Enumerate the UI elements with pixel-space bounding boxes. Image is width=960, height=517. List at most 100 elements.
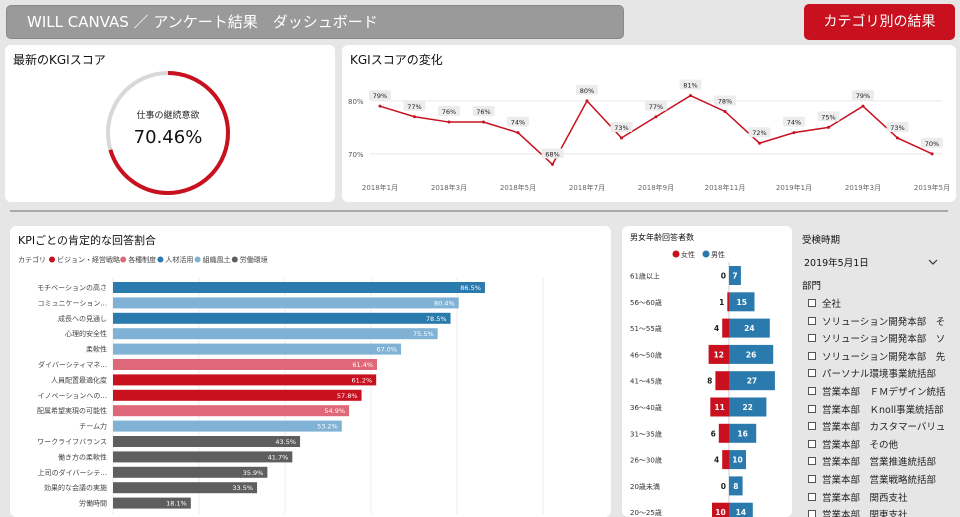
kgi-latest-card: 最新のKGIスコア 仕事の継続意欲 70.46% xyxy=(5,45,335,202)
x-tick-label: 2018年1月 xyxy=(362,183,398,192)
period-select[interactable]: 2019年5月1日 xyxy=(800,252,942,272)
trend-point xyxy=(413,115,416,119)
male-value: 16 xyxy=(737,429,747,438)
legend-label: 組織風土 xyxy=(203,255,231,264)
male-value: 24 xyxy=(744,324,754,333)
data-label-bg xyxy=(610,121,633,132)
data-label: 73% xyxy=(614,124,628,132)
data-label-bg xyxy=(921,137,943,148)
bar-value-label: 78.5% xyxy=(426,315,447,323)
dept-name: 営業本部 営業推進統括部 xyxy=(822,457,937,469)
age-gender-card: 男女年齢回答者数 女性 男性 61歳以上 0 7 56〜60歳 1 15 51〜55歳 4 24 46… xyxy=(622,226,792,517)
category-label: イノベーションへの... xyxy=(37,392,107,400)
dept-checkbox-item[interactable]: ソリューション開発本部 そ xyxy=(808,314,945,328)
age-gender-title: 男女年齢回答者数 xyxy=(630,233,694,242)
dept-checkbox-item[interactable]: 営業本部 カスタマーバリュ xyxy=(808,419,945,433)
female-value: 8 xyxy=(707,377,712,386)
legend-swatch xyxy=(194,256,201,263)
legend-label: 女性 xyxy=(681,250,695,259)
section-divider xyxy=(10,210,948,212)
male-bar xyxy=(729,344,774,364)
bar-value-label: 33.5% xyxy=(232,484,253,492)
checkbox[interactable] xyxy=(808,492,816,501)
female-value: 4 xyxy=(714,456,719,465)
bar-value-label: 18.1% xyxy=(166,500,187,508)
category-label: 成長への見通し xyxy=(58,314,107,323)
bar-value-label: 86.5% xyxy=(460,284,481,292)
x-tick-label: 2019年3月 xyxy=(845,183,881,192)
bar-value-label: 75.5% xyxy=(413,330,434,338)
dept-checkbox-item[interactable]: 営業本部 関西支社 xyxy=(808,490,908,504)
female-value: 10 xyxy=(715,508,725,517)
male-bar xyxy=(729,266,741,285)
age-label: 26〜30歳 xyxy=(630,456,662,465)
dept-checkbox-item[interactable]: パーソナル環境事業統括部 xyxy=(808,366,936,380)
kpi-bar xyxy=(113,297,459,309)
male-value: 26 xyxy=(746,350,756,359)
kpi-bar xyxy=(113,436,301,447)
dept-checkbox-item[interactable]: 営業本部 営業戦略統括部 xyxy=(808,472,936,486)
data-label-bg xyxy=(472,106,495,117)
checkbox[interactable] xyxy=(808,422,816,431)
bar-value-label: 61.2% xyxy=(352,376,373,384)
checkbox[interactable] xyxy=(808,457,816,466)
female-value: 4 xyxy=(714,324,719,333)
kpi-bar xyxy=(113,405,350,417)
dept-name: ソリューション開発本部 そ xyxy=(822,316,946,328)
female-bar xyxy=(718,423,729,443)
data-label-bg xyxy=(645,100,667,111)
dept-checkbox-item[interactable]: ソリューション開発本部 先 xyxy=(808,349,945,363)
kpi-bar xyxy=(113,482,258,494)
legend-swatch xyxy=(231,256,238,263)
checkbox[interactable] xyxy=(808,351,816,360)
x-tick-label: 2018年7月 xyxy=(569,183,605,192)
male-bar xyxy=(729,371,775,391)
legend-title: カテゴリ xyxy=(18,255,46,264)
dept-checkbox-item[interactable]: ソリューション開発本部 ソ xyxy=(808,331,945,345)
age-label: 20歳未満 xyxy=(630,482,660,491)
filter-panel: 受検時期 2019年5月1日 部門 全社 ソリューション開発本部 そソリューション… xyxy=(796,226,960,517)
checkbox[interactable] xyxy=(808,475,816,483)
dept-checkbox-item[interactable]: 営業本部 ＦＭデザイン統括 xyxy=(808,384,946,398)
checkbox[interactable] xyxy=(808,387,816,395)
checkbox[interactable] xyxy=(808,369,816,378)
kgi-trend-chart: 80% 70% 2018年1月 2018年3月 2018年5月 2018年7月 2018年9… xyxy=(348,79,950,192)
data-label-bg xyxy=(852,90,874,101)
category-label: ワークライフバランス xyxy=(37,438,107,446)
checkbox[interactable] xyxy=(808,299,816,307)
checkbox[interactable] xyxy=(808,510,816,517)
gauge-label: 仕事の継続意欲 xyxy=(136,109,199,121)
female-bar xyxy=(722,450,729,470)
checkbox[interactable] xyxy=(808,439,816,448)
bar-value-label: 57.8% xyxy=(337,392,358,400)
dept-checkbox-item[interactable]: 営業本部 営業推進統括部 xyxy=(808,454,936,468)
kpi-bar xyxy=(113,343,402,355)
category-label: コミュニケーション... xyxy=(37,299,107,307)
dept-checkbox-item[interactable]: 営業本部 Ｋnoll事業統括部 xyxy=(808,402,944,416)
age-label: 36〜40歳 xyxy=(630,403,662,412)
data-label: 70% xyxy=(925,140,939,148)
data-label: 77% xyxy=(649,103,663,111)
category-results-button[interactable]: カテゴリ別の結果 xyxy=(804,4,955,40)
data-label: 81% xyxy=(683,82,697,90)
bar-value-label: 53.2% xyxy=(317,423,338,431)
checkbox[interactable] xyxy=(808,334,816,343)
period-label: 受検時期 xyxy=(802,235,841,246)
trend-point xyxy=(896,136,899,140)
male-value: 15 xyxy=(737,298,747,307)
trend-point xyxy=(723,109,727,113)
legend-label: 各種制度 xyxy=(128,255,156,264)
male-bar xyxy=(729,450,746,470)
legend-label: ビジョン・経営戦略 xyxy=(57,255,120,264)
checkbox[interactable] xyxy=(808,404,816,413)
trend-point xyxy=(689,94,692,98)
data-label: 79% xyxy=(373,92,387,100)
dept-checkbox-item[interactable]: 営業本部 その他 xyxy=(808,437,898,451)
dept-checkbox-item[interactable]: 営業本部 関東支社 xyxy=(808,507,908,517)
checkbox[interactable] xyxy=(808,316,816,325)
category-label: 人員配置最適化度 xyxy=(51,375,107,384)
dashboard-title: WILL CANVAS ／ アンケート結果 ダッシュボード xyxy=(6,5,624,39)
dept-checkbox-item[interactable]: 全社 xyxy=(808,296,841,310)
data-label-bg xyxy=(679,79,702,90)
kgi-latest-title: 最新のKGIスコア xyxy=(13,53,106,67)
